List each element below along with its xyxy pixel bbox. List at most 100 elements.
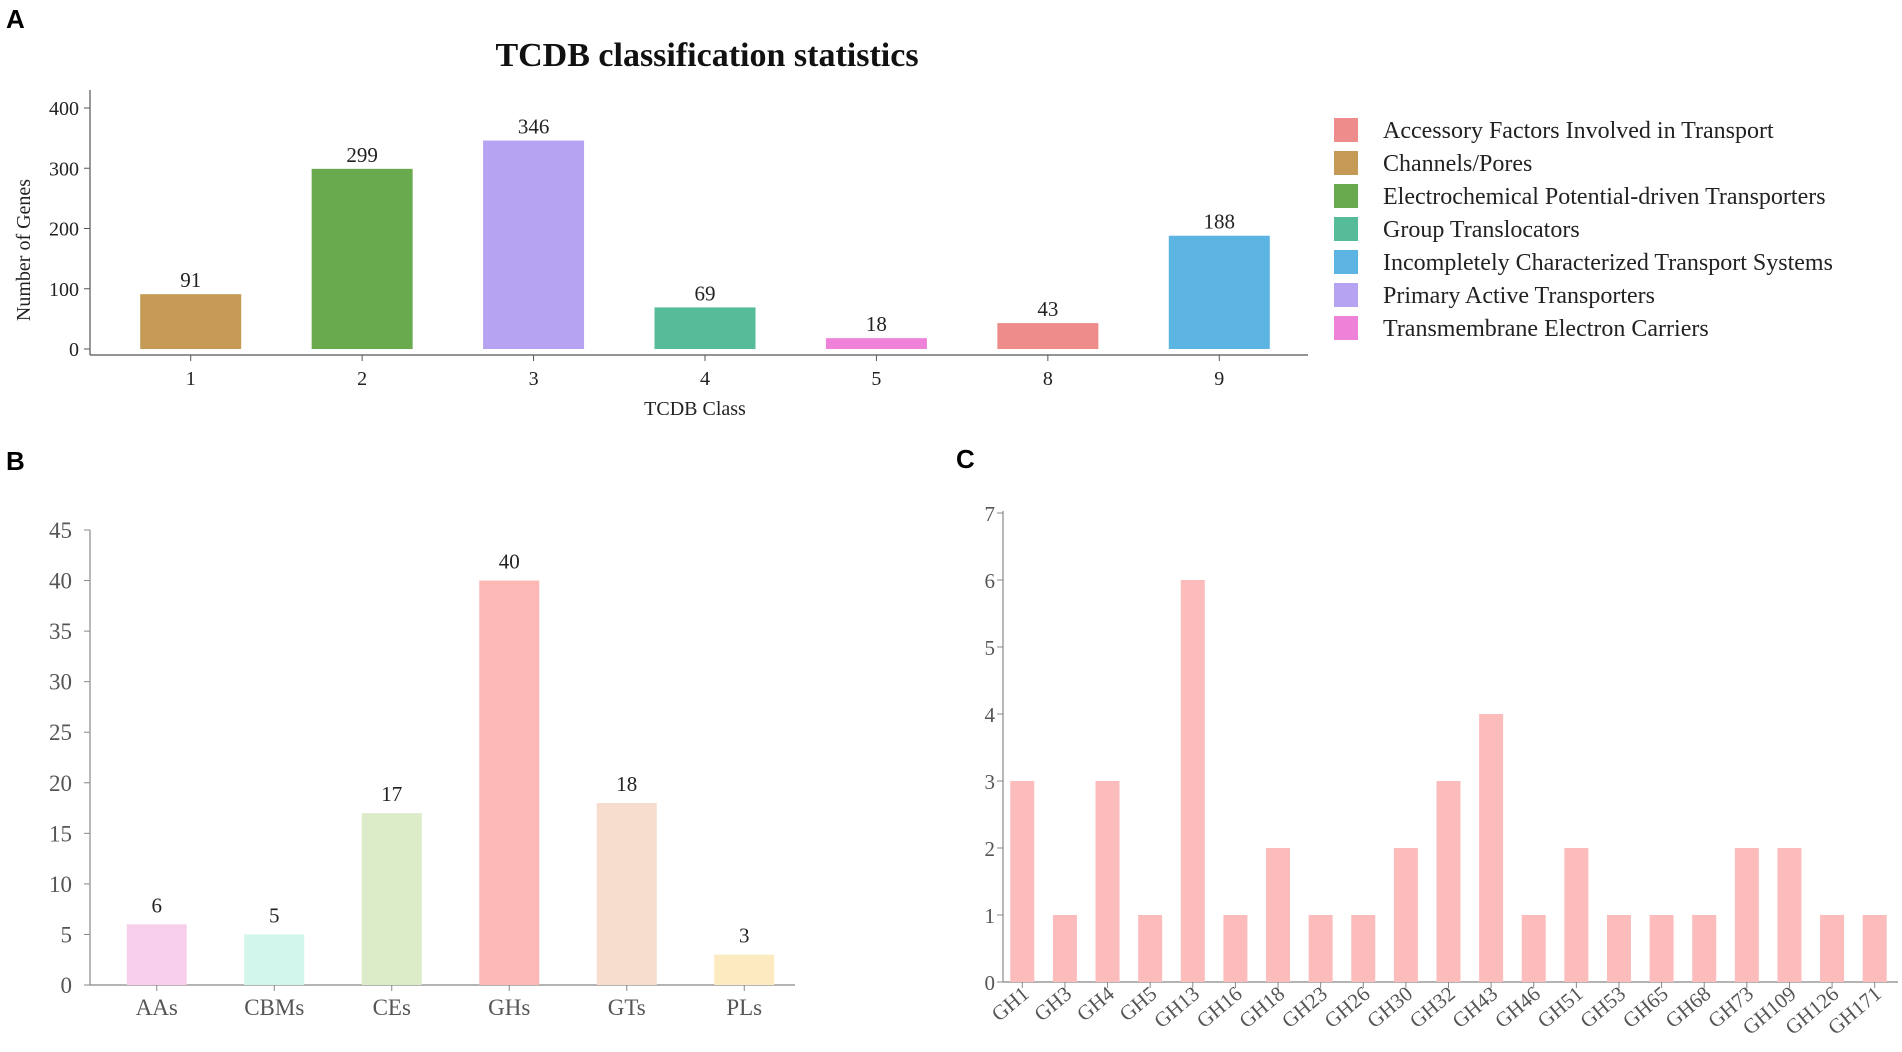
bar	[1564, 848, 1589, 982]
gh-family-chart: 01234567GH1GH3GH4GH5GH13GH16GH18GH23GH26…	[985, 502, 1898, 1040]
bar	[361, 813, 422, 985]
legend-label: Incompletely Characterized Transport Sys…	[1383, 250, 1833, 276]
x-tick-label: GHs	[488, 995, 530, 1020]
y-tick-label: 0	[985, 971, 996, 995]
x-tick-label: GH3	[1029, 981, 1076, 1026]
bar	[311, 168, 413, 349]
data-label: 346	[518, 115, 550, 139]
bar	[1734, 848, 1759, 982]
tcdb-axes: 0 100 200 300 400 1 2 3 4 5 8 9	[49, 90, 1308, 390]
y-tick-label: 200	[49, 219, 79, 241]
gh-bars	[1010, 580, 1887, 982]
y-tick-label: 20	[49, 771, 72, 796]
bar	[1862, 915, 1887, 982]
legend-label: Transmembrane Electron Carriers	[1383, 316, 1709, 342]
x-tick-label: CBMs	[244, 995, 304, 1020]
bar	[1095, 781, 1120, 982]
bar	[1351, 915, 1376, 982]
bar	[140, 294, 242, 349]
x-tick-label: AAs	[136, 995, 178, 1020]
data-label: 40	[499, 550, 520, 574]
bar	[126, 924, 187, 985]
legend-swatch	[1334, 217, 1358, 241]
y-tick-label: 7	[985, 502, 996, 526]
tcdb-bars	[140, 140, 1270, 349]
x-tick-label: GTs	[608, 995, 646, 1020]
bar	[479, 580, 540, 985]
data-label: 43	[1037, 297, 1058, 321]
bar	[1820, 915, 1845, 982]
y-tick-label: 45	[49, 518, 72, 543]
legend-swatch	[1334, 151, 1358, 175]
y-tick-label: 0	[61, 973, 73, 998]
x-axis-label: TCDB Class	[644, 398, 746, 420]
bar	[1223, 915, 1248, 982]
y-tick-label: 6	[985, 569, 996, 593]
y-tick-label: 30	[49, 670, 72, 695]
data-label: 18	[616, 772, 637, 796]
data-label: 91	[180, 268, 201, 292]
x-tick-label: GH18	[1234, 981, 1289, 1032]
x-tick-label: 8	[1043, 368, 1053, 390]
x-tick-label: 1	[186, 368, 196, 390]
bar	[654, 307, 756, 349]
bar	[1308, 915, 1333, 982]
y-tick-label: 5	[61, 922, 73, 947]
y-tick-label: 40	[49, 569, 72, 594]
cazy-data-labels: 6 5 17 40 18 3	[152, 550, 750, 948]
y-tick-label: 100	[49, 279, 79, 301]
tcdb-data-labels: 91 299 346 69 18 43 188	[180, 115, 1235, 337]
bar	[1168, 235, 1270, 349]
x-tick-label: GH4	[1072, 981, 1119, 1026]
bar	[1692, 915, 1717, 982]
bar	[1180, 580, 1205, 982]
x-tick-label: 9	[1214, 368, 1224, 390]
y-axis-label: Number of Genes	[13, 179, 35, 321]
data-label: 3	[739, 924, 750, 948]
bar	[1649, 915, 1674, 982]
bar	[714, 954, 775, 985]
panel-letter-b: B	[6, 446, 25, 476]
bar	[825, 338, 927, 349]
y-tick-label: 0	[69, 339, 79, 361]
bar	[596, 803, 657, 985]
legend-swatch	[1334, 283, 1358, 307]
legend-label: Channels/Pores	[1383, 151, 1532, 177]
data-label: 6	[152, 893, 163, 917]
x-tick-label: GH65	[1618, 981, 1673, 1032]
x-tick-label: 3	[529, 368, 539, 390]
x-tick-label: GH30	[1362, 981, 1417, 1032]
bar	[1521, 915, 1546, 982]
y-tick-label: 15	[49, 821, 72, 846]
chart-title: TCDB classification statistics	[495, 37, 918, 74]
x-tick-label: 5	[871, 368, 881, 390]
cazy-class-chart: 0 5 10 15 20 25 30 35 40 45 AAs CBMs CEs GHs GTs PLs 6 5…	[49, 518, 795, 1020]
bar	[483, 140, 585, 349]
data-label: 188	[1204, 210, 1236, 234]
y-tick-label: 400	[49, 98, 79, 120]
y-tick-label: 4	[985, 703, 996, 727]
bar	[997, 323, 1099, 349]
legend-swatch	[1334, 250, 1358, 274]
x-tick-label: GH51	[1533, 981, 1588, 1032]
y-tick-label: 300	[49, 158, 79, 180]
y-tick-label: 5	[985, 636, 996, 660]
bar	[1393, 848, 1418, 982]
x-tick-label: 4	[700, 368, 710, 390]
x-tick-label: GH32	[1405, 981, 1460, 1032]
data-label: 69	[695, 281, 716, 305]
x-tick-label: GH13	[1149, 981, 1204, 1032]
legend-swatch	[1334, 184, 1358, 208]
x-tick-label: GH26	[1320, 981, 1375, 1032]
y-tick-label: 2	[985, 837, 996, 861]
bar	[1436, 781, 1461, 982]
x-tick-label: GH68	[1661, 981, 1716, 1032]
x-tick-label: GH53	[1575, 981, 1630, 1032]
bar	[1052, 915, 1077, 982]
x-tick-label: CEs	[373, 995, 411, 1020]
y-tick-label: 35	[49, 619, 72, 644]
bar	[1138, 915, 1163, 982]
data-label: 5	[269, 903, 280, 927]
